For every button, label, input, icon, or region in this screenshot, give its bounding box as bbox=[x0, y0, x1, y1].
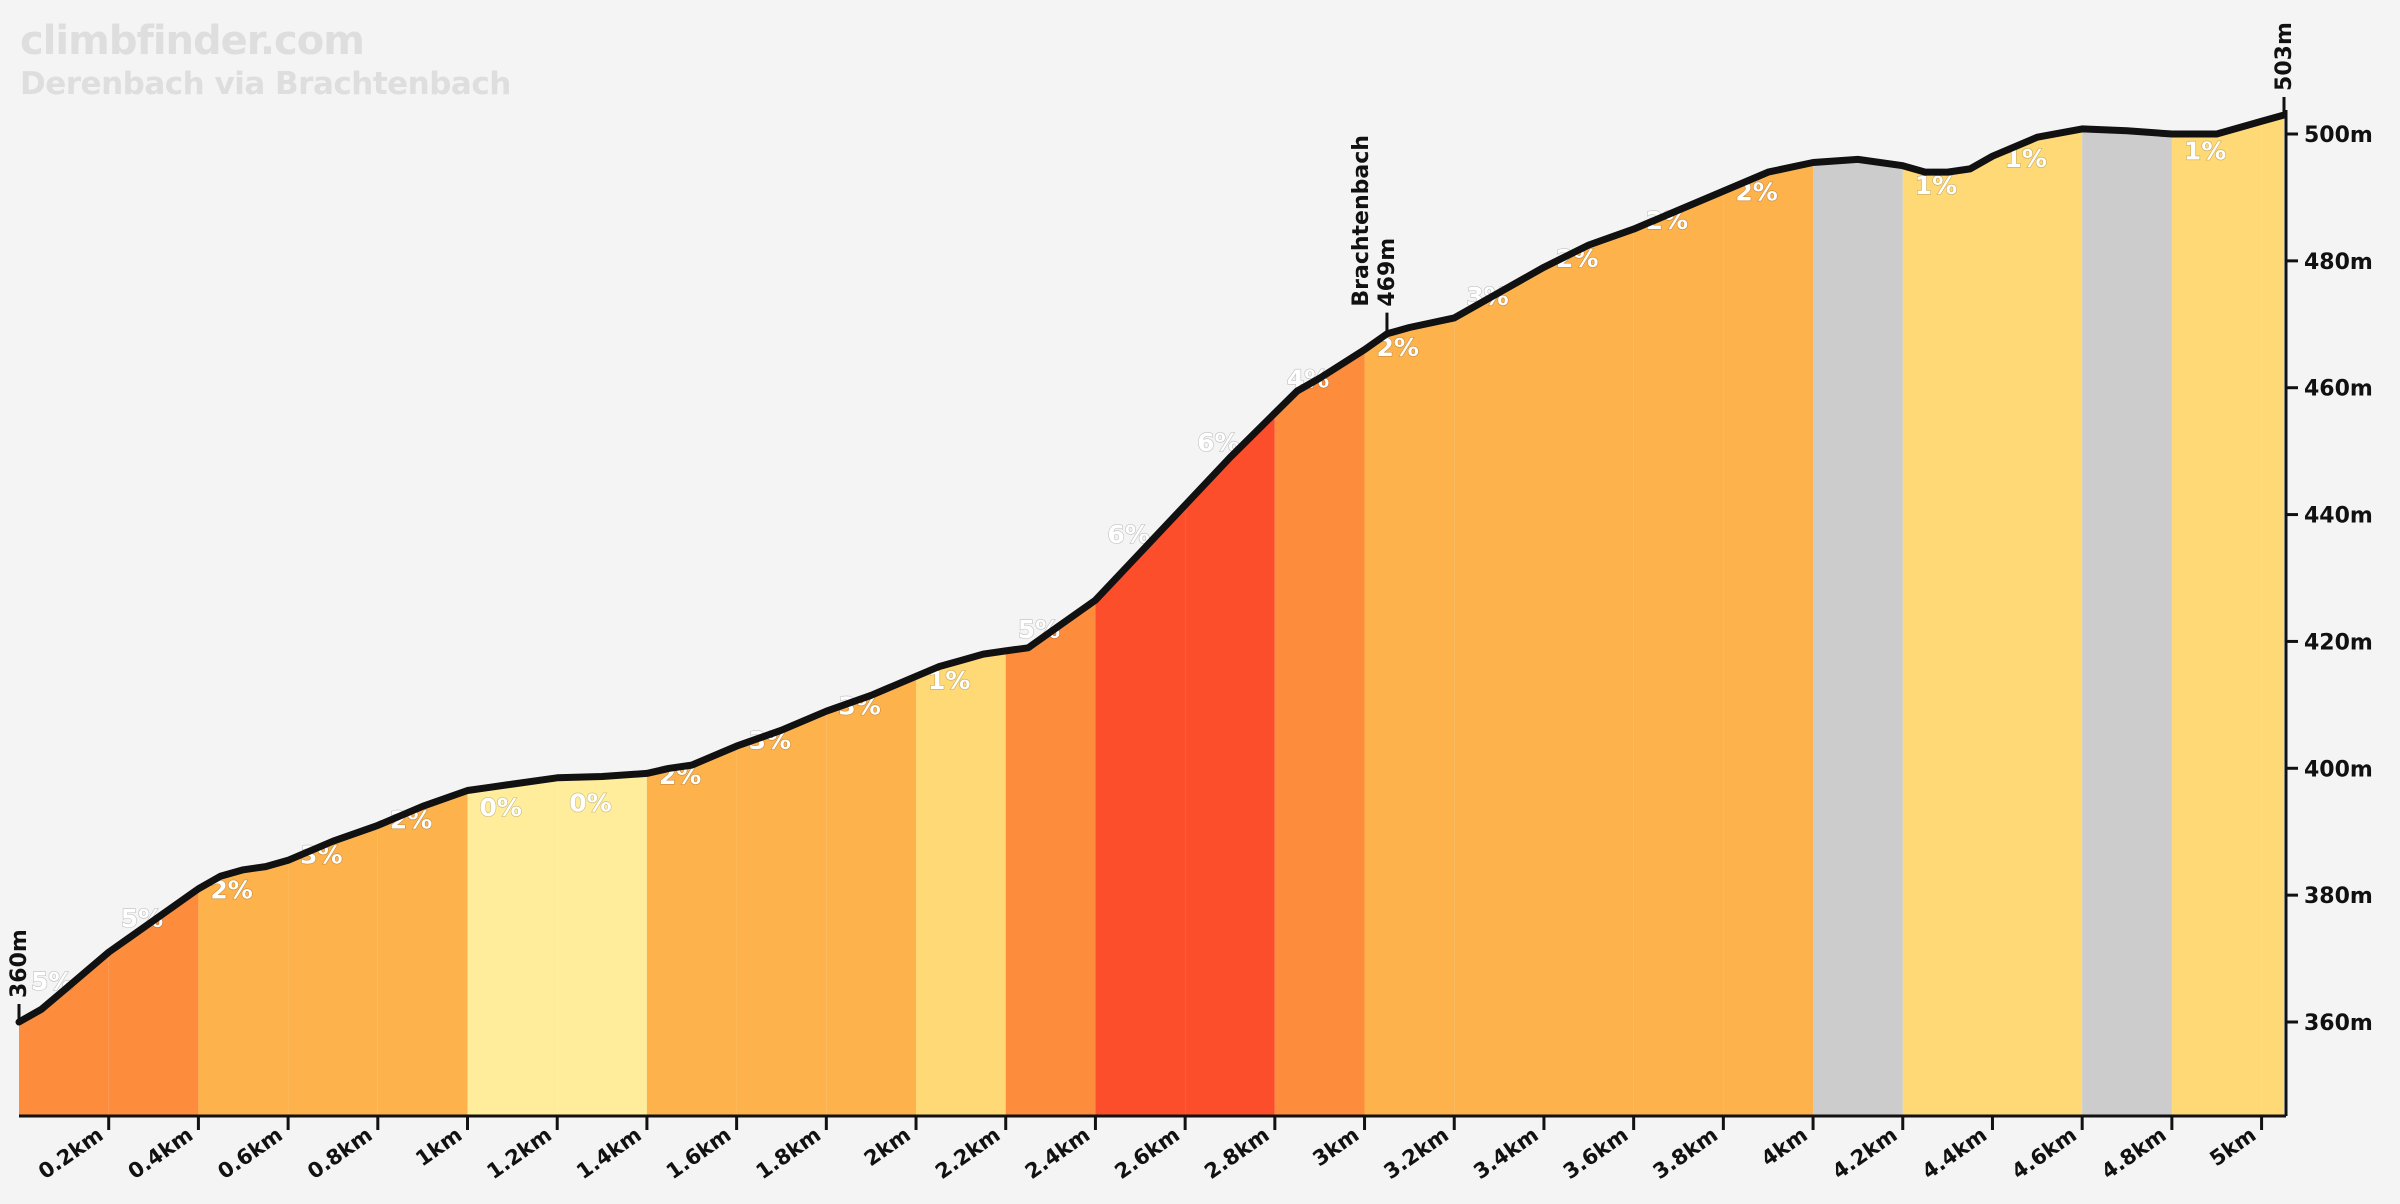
y-tick-label-4: 440m bbox=[2304, 504, 2373, 529]
x-tick-label-1: 0.4km bbox=[124, 1122, 198, 1184]
segment-5 bbox=[467, 777, 558, 1116]
x-tick-label-23: 4.8km bbox=[2097, 1122, 2171, 1184]
grade-label-24: 1% bbox=[2184, 136, 2226, 165]
segment-21 bbox=[1902, 156, 1993, 1116]
x-tick-label-15: 3.2km bbox=[1380, 1122, 1454, 1184]
x-tick-label-2: 0.6km bbox=[213, 1122, 287, 1184]
segment-9 bbox=[826, 676, 916, 1116]
segment-4 bbox=[377, 790, 468, 1116]
segment-14 bbox=[1274, 349, 1365, 1116]
segment-17 bbox=[1544, 229, 1634, 1117]
segment-3 bbox=[288, 825, 378, 1116]
segment-10 bbox=[916, 650, 1006, 1116]
segment-12 bbox=[1095, 505, 1186, 1117]
segment-11 bbox=[1005, 600, 1096, 1116]
x-tick-label-5: 1.2km bbox=[482, 1122, 556, 1184]
segment-20 bbox=[1813, 159, 1903, 1116]
x-tick-label-7: 1.6km bbox=[662, 1122, 736, 1184]
annotation-0-line-0: 360m bbox=[7, 929, 32, 998]
y-tick-label-0: 360m bbox=[2304, 1011, 2373, 1036]
segment-13 bbox=[1185, 413, 1275, 1117]
segment-16 bbox=[1454, 267, 1544, 1116]
x-tick-label-9: 2km bbox=[860, 1122, 915, 1171]
grade-label-5: 0% bbox=[480, 793, 522, 822]
x-tick-label-13: 2.8km bbox=[1200, 1122, 1274, 1184]
annotations: 360m Brachtenbach 469m 503m bbox=[7, 22, 2297, 1022]
x-tick-label-10: 2.2km bbox=[931, 1122, 1005, 1184]
grade-label-6: 0% bbox=[569, 788, 611, 817]
segment-22 bbox=[1992, 128, 2083, 1116]
brand-watermark: climbfinder.com bbox=[20, 18, 365, 64]
x-tick-label-21: 4.4km bbox=[1918, 1122, 1992, 1184]
x-tick-label-20: 4.2km bbox=[1828, 1122, 1902, 1184]
segment-1 bbox=[108, 888, 199, 1116]
y-tick-label-7: 500m bbox=[2304, 123, 2373, 148]
y-tick-label-1: 380m bbox=[2304, 884, 2373, 909]
y-tick-label-5: 460m bbox=[2304, 377, 2373, 402]
x-tick-label-8: 1.8km bbox=[752, 1122, 826, 1184]
y-tick-label-2: 400m bbox=[2304, 757, 2373, 782]
x-tick-label-24: 5km bbox=[2205, 1122, 2260, 1171]
x-tick-label-6: 1.4km bbox=[572, 1122, 646, 1184]
segment-15 bbox=[1364, 317, 1455, 1116]
segment-24 bbox=[2171, 121, 2262, 1117]
x-tick-label-22: 4.6km bbox=[2007, 1122, 2081, 1184]
x-tick-label-12: 2.6km bbox=[1110, 1122, 1184, 1184]
segment-19 bbox=[1723, 162, 1814, 1116]
annotation-2-line-0: 503m bbox=[2272, 22, 2297, 91]
x-tick-label-3: 0.8km bbox=[303, 1122, 377, 1184]
segment-7 bbox=[646, 746, 737, 1116]
segment-18 bbox=[1633, 191, 1724, 1117]
y-tick-label-6: 480m bbox=[2304, 250, 2373, 275]
segment-0 bbox=[19, 952, 109, 1116]
grade-label-15: 2% bbox=[1377, 333, 1419, 362]
segment-8 bbox=[736, 711, 827, 1116]
annotation-1-line-1: 469m bbox=[1375, 238, 1400, 307]
elevation-profile-line bbox=[15, 111, 2288, 1026]
y-tick-label-3: 420m bbox=[2304, 630, 2373, 655]
segment-25 bbox=[2261, 115, 2284, 1116]
segment-2 bbox=[198, 860, 289, 1116]
x-tick-label-17: 3.6km bbox=[1559, 1122, 1633, 1184]
x-tick-label-18: 3.8km bbox=[1649, 1122, 1723, 1184]
climb-name: Derenbach via Brachtenbach bbox=[20, 66, 511, 102]
annotation-1-line-0: Brachtenbach bbox=[1349, 135, 1374, 307]
profile-line-group bbox=[15, 111, 2288, 1026]
segment-6 bbox=[557, 773, 647, 1116]
x-tick-label-4: 1km bbox=[411, 1122, 466, 1171]
x-tick-label-19: 4km bbox=[1757, 1122, 1812, 1171]
x-tick-label-0: 0.2km bbox=[34, 1122, 108, 1184]
segment-23 bbox=[2082, 128, 2172, 1116]
grade-label-13: 6% bbox=[1197, 428, 1239, 457]
x-tick-label-16: 3.4km bbox=[1469, 1122, 1543, 1184]
x-tick-label-11: 2.4km bbox=[1021, 1122, 1095, 1184]
grade-label-21: 1% bbox=[1915, 171, 1957, 200]
gradient-segments bbox=[19, 115, 2284, 1117]
grade-label-10: 1% bbox=[928, 666, 970, 695]
x-tick-label-14: 3km bbox=[1308, 1122, 1363, 1171]
